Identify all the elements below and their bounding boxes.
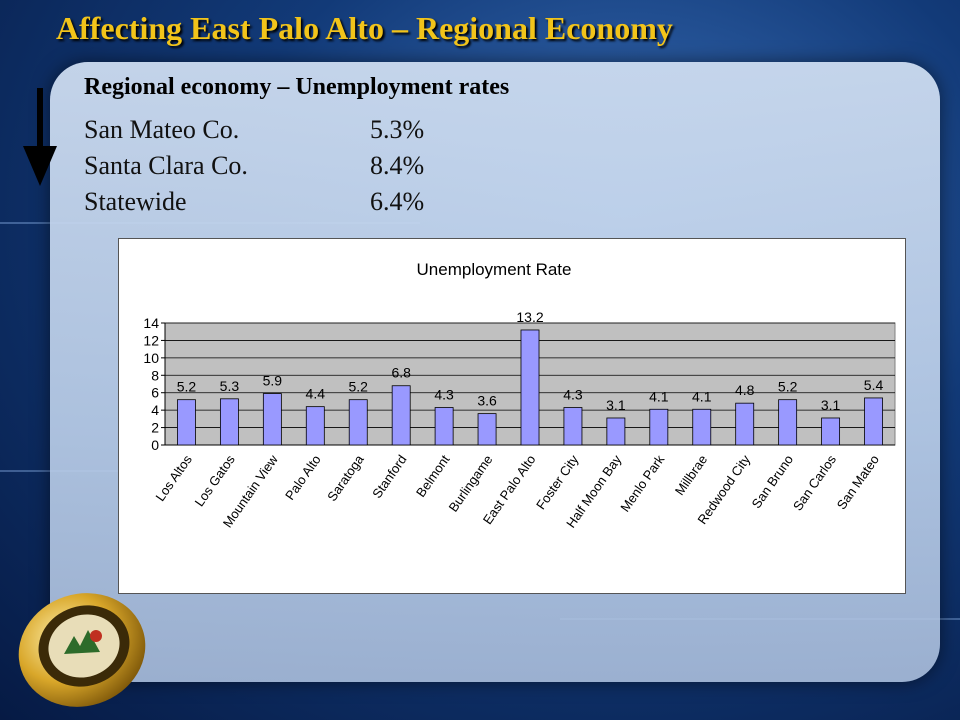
- down-arrow-icon: [23, 88, 57, 186]
- rate-label: San Mateo Co.: [84, 115, 240, 144]
- bar: [692, 408, 712, 446]
- category-label: Menlo Park: [617, 452, 667, 515]
- y-tick-label: 8: [151, 367, 159, 383]
- category-label: Millbrae: [672, 452, 710, 498]
- bar: [391, 385, 411, 446]
- y-tick-label: 10: [143, 350, 159, 366]
- bar: [348, 399, 368, 446]
- y-tick-label: 12: [143, 332, 159, 348]
- data-label: 5.2: [349, 379, 369, 395]
- rate-value: 5.3%: [370, 115, 425, 144]
- data-label: 13.2: [516, 309, 543, 325]
- data-label: 6.8: [391, 365, 411, 381]
- bar: [864, 397, 883, 446]
- rates-list: San Mateo Co. 5.3% Santa Clara Co. 8.4% …: [84, 112, 424, 220]
- y-tick-label: 2: [151, 420, 159, 436]
- data-label: 3.6: [477, 393, 497, 409]
- data-label: 5.2: [778, 379, 798, 395]
- category-label: Palo Alto: [282, 452, 324, 503]
- bar: [177, 399, 196, 446]
- data-label: 3.1: [606, 397, 626, 413]
- rate-value: 8.4%: [370, 151, 425, 180]
- data-label: 4.4: [306, 386, 326, 402]
- bar: [563, 407, 583, 446]
- category-label: Los Gatos: [192, 452, 239, 510]
- city-seal-logo: [18, 593, 146, 707]
- bar: [305, 406, 325, 446]
- rate-label: Santa Clara Co.: [84, 151, 248, 180]
- data-label: 5.2: [177, 379, 197, 395]
- bar: [520, 329, 540, 446]
- category-label: San Carlos: [790, 452, 839, 514]
- chart-title: Unemployment Rate: [417, 260, 572, 279]
- y-tick-label: 4: [151, 402, 159, 418]
- bar: [735, 402, 755, 446]
- rate-value: 6.4%: [370, 187, 425, 216]
- data-label: 3.1: [821, 397, 841, 413]
- category-label: Stanford: [369, 452, 409, 501]
- category-label: San Bruno: [749, 452, 797, 511]
- category-label: San Mateo: [834, 452, 882, 512]
- category-label: Los Altos: [152, 452, 195, 504]
- unemployment-chart: Unemployment Rate 0 2 4 6 8 10 12 14 5.2 Los Alto…: [118, 238, 906, 594]
- rate-label: Statewide: [84, 187, 187, 216]
- rate-row-san-mateo: San Mateo Co. 5.3%: [84, 112, 424, 148]
- slide-subtitle: Regional economy – Unemployment rates: [84, 74, 510, 100]
- data-label: 4.3: [563, 387, 583, 403]
- y-tick-label: 0: [151, 437, 159, 453]
- data-label: 4.8: [735, 382, 755, 398]
- data-label: 4.1: [649, 388, 669, 404]
- y-tick-label: 14: [143, 315, 159, 331]
- data-label: 5.3: [220, 378, 240, 394]
- bar: [262, 393, 282, 446]
- bar: [434, 407, 454, 446]
- bar: [477, 413, 497, 446]
- y-tick-label: 6: [151, 385, 159, 401]
- category-label: Foster City: [533, 452, 582, 512]
- category-label: Belmont: [413, 452, 453, 500]
- bar: [778, 399, 798, 446]
- rate-row-santa-clara: Santa Clara Co. 8.4%: [84, 148, 424, 184]
- bar: [821, 417, 841, 446]
- bar: [606, 417, 626, 446]
- data-label: 5.9: [263, 373, 283, 389]
- bar: [649, 408, 669, 446]
- data-label: 5.4: [864, 377, 884, 393]
- data-label: 4.1: [692, 388, 712, 404]
- bar: [219, 398, 239, 446]
- category-label: Saratoga: [324, 451, 367, 503]
- rate-row-statewide: Statewide 6.4%: [84, 184, 424, 220]
- slide-title: Affecting East Palo Alto – Regional Econ…: [56, 10, 673, 46]
- data-label: 4.3: [434, 387, 454, 403]
